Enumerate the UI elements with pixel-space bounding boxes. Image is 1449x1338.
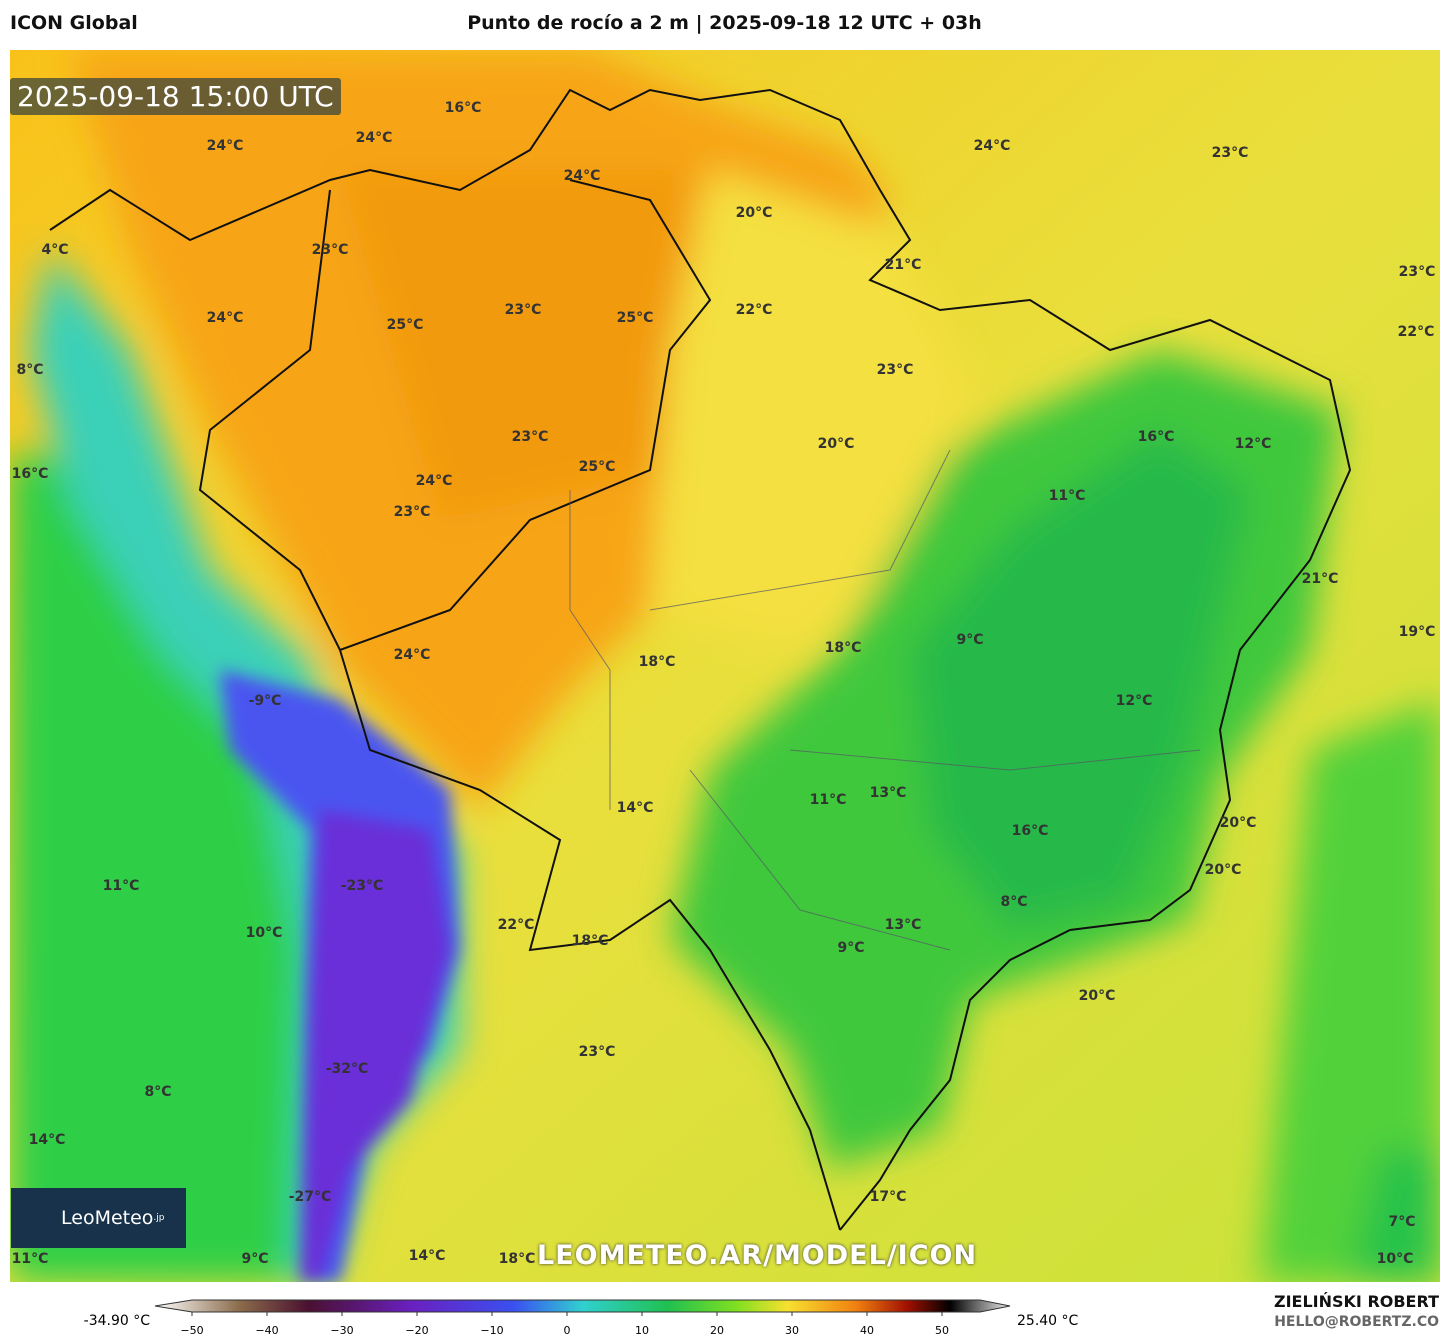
logo-suffix: .jp bbox=[153, 1213, 165, 1223]
temperature-label: 7°C bbox=[1388, 1214, 1415, 1230]
temperature-label: 23°C bbox=[512, 429, 549, 445]
logo: LeoMeteo .jp bbox=[11, 1188, 186, 1248]
temperature-label: 8°C bbox=[144, 1084, 171, 1100]
colorbar-tick-label: −20 bbox=[405, 1324, 428, 1337]
temperature-label: 9°C bbox=[241, 1251, 268, 1267]
colorbar-max: 25.40 °C bbox=[1017, 1313, 1079, 1329]
temperature-label: 20°C bbox=[818, 436, 855, 452]
colorbar-tick-label: 40 bbox=[860, 1324, 874, 1337]
temperature-label: 19°C bbox=[1399, 624, 1436, 640]
author: ZIELIŃSKI ROBERT bbox=[1273, 1292, 1439, 1311]
temperature-label: 12°C bbox=[1235, 436, 1272, 452]
temperature-label: 23°C bbox=[579, 1044, 616, 1060]
temperature-label: 14°C bbox=[409, 1248, 446, 1264]
colorbar-tick-label: −10 bbox=[480, 1324, 503, 1337]
temperature-label: 9°C bbox=[837, 940, 864, 956]
temperature-label: -32°C bbox=[326, 1061, 369, 1077]
temperature-label: 13°C bbox=[870, 785, 907, 801]
temperature-label: 4°C bbox=[41, 242, 68, 258]
temperature-label: 18°C bbox=[572, 933, 609, 949]
temperature-label: 20°C bbox=[1079, 988, 1116, 1004]
temperature-label: 11°C bbox=[103, 878, 140, 894]
temperature-label: 24°C bbox=[207, 310, 244, 326]
temperature-label: 16°C bbox=[1138, 429, 1175, 445]
temperature-label: 13°C bbox=[885, 917, 922, 933]
contact: HELLO@ROBERTZ.CO bbox=[1274, 1314, 1439, 1330]
temperature-label: 24°C bbox=[207, 138, 244, 154]
temperature-label: 11°C bbox=[12, 1251, 49, 1267]
temperature-label: 24°C bbox=[356, 130, 393, 146]
watermark: LEOMETEO.AR/MODEL/ICON bbox=[537, 1240, 978, 1271]
temperature-label: 20°C bbox=[1220, 815, 1257, 831]
temperature-label: 14°C bbox=[29, 1132, 66, 1148]
temperature-label: 22°C bbox=[736, 302, 773, 318]
temperature-label: 25°C bbox=[387, 317, 424, 333]
logo-text: LeoMeteo bbox=[61, 1207, 154, 1229]
temperature-label: 23°C bbox=[394, 504, 431, 520]
temperature-label: 14°C bbox=[617, 800, 654, 816]
temperature-label: 21°C bbox=[1302, 571, 1339, 587]
temperature-label: 23°C bbox=[877, 362, 914, 378]
colorbar-tick-label: 20 bbox=[710, 1324, 724, 1337]
temperature-label: 18°C bbox=[499, 1251, 536, 1267]
temperature-label: 17°C bbox=[870, 1189, 907, 1205]
temperature-label: -27°C bbox=[289, 1189, 332, 1205]
colorbar-ramp bbox=[154, 1299, 1011, 1313]
colorbar-tick-label: 30 bbox=[785, 1324, 799, 1337]
colorbar: -34.90 °C 25.40 °C −50 −40 −30 −20 −10 0 10 20 3… bbox=[84, 1299, 1079, 1337]
colorbar-min: -34.90 °C bbox=[84, 1313, 151, 1329]
temperature-label: -23°C bbox=[341, 878, 384, 894]
temperature-label: 25°C bbox=[579, 459, 616, 475]
temperature-label: 25°C bbox=[617, 310, 654, 326]
temperature-label: 18°C bbox=[639, 654, 676, 670]
temperature-label: 11°C bbox=[810, 792, 847, 808]
temperature-label: 12°C bbox=[1116, 693, 1153, 709]
temperature-label: 22°C bbox=[1398, 324, 1435, 340]
colorbar-tick-label: −30 bbox=[330, 1324, 353, 1337]
temperature-label: 23°C bbox=[1212, 145, 1249, 161]
temperature-label: 10°C bbox=[246, 925, 283, 941]
temperature-label: 23°C bbox=[312, 242, 349, 258]
valid-time: 2025-09-18 15:00 UTC bbox=[10, 78, 341, 115]
temperature-label: 24°C bbox=[564, 168, 601, 184]
temperature-label: 22°C bbox=[498, 917, 535, 933]
temperature-label: 16°C bbox=[1012, 823, 1049, 839]
colorbar-tick-label: −40 bbox=[255, 1324, 278, 1337]
colorbar-tick-label: 0 bbox=[564, 1324, 571, 1337]
colorbar-tick-label: 10 bbox=[635, 1324, 649, 1337]
temperature-label: 18°C bbox=[825, 640, 862, 656]
temperature-label: 16°C bbox=[445, 100, 482, 116]
colorbar-tick-label: −50 bbox=[180, 1324, 203, 1337]
temperature-label: 16°C bbox=[12, 466, 49, 482]
temperature-label: 23°C bbox=[505, 302, 542, 318]
map: 16°C 24°C 24°C 24°C 24°C 23°C 20°C 23°C 4°C 21°C 2… bbox=[10, 50, 1440, 1282]
temperature-label: 20°C bbox=[1205, 862, 1242, 878]
temperature-label: 24°C bbox=[974, 138, 1011, 154]
temperature-label: 24°C bbox=[416, 473, 453, 489]
temperature-label: 23°C bbox=[1399, 264, 1436, 280]
model-name: ICON Global bbox=[10, 12, 138, 34]
temperature-label: 9°C bbox=[956, 632, 983, 648]
temperature-label: 24°C bbox=[394, 647, 431, 663]
temperature-label: 8°C bbox=[16, 362, 43, 378]
temperature-label: 8°C bbox=[1000, 894, 1027, 910]
temperature-label: 11°C bbox=[1049, 488, 1086, 504]
temperature-label: 10°C bbox=[1377, 1251, 1414, 1267]
temperature-label: 21°C bbox=[885, 257, 922, 273]
temperature-label: -9°C bbox=[249, 693, 282, 709]
temperature-label: 20°C bbox=[736, 205, 773, 221]
colorbar-tick-label: 50 bbox=[935, 1324, 949, 1337]
map-title: Punto de rocío a 2 m | 2025-09-18 12 UTC… bbox=[467, 12, 982, 34]
